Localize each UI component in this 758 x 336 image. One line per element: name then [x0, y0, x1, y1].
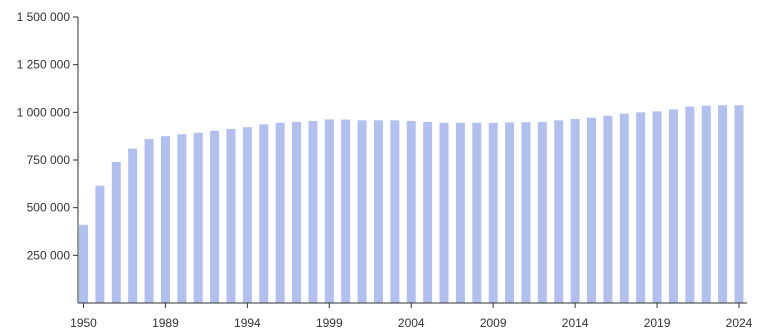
x-tick-label: 2014 [562, 316, 589, 330]
bar-2007 [455, 122, 465, 303]
bar-2019 [652, 111, 662, 303]
y-tick-label: 1 250 000 [17, 58, 71, 72]
bar-2004 [406, 120, 416, 303]
x-axis: 1950 1989 1994 1999 2004 2009 2014 2019 2024 [70, 302, 753, 330]
y-tick-label: 1 000 000 [17, 105, 71, 119]
bar-1994 [242, 127, 252, 304]
bar-2010 [505, 122, 515, 303]
bar-2008 [472, 122, 482, 303]
bar-2023 [718, 105, 728, 303]
y-tick-label: 500 000 [27, 201, 71, 215]
x-tick-label: 1950 [70, 316, 97, 330]
x-tick-label: 2019 [644, 316, 671, 330]
x-tick-label: 2024 [726, 316, 753, 330]
bar-2022 [701, 105, 711, 303]
bar-2024 [734, 105, 744, 303]
x-tick-label: 2009 [480, 316, 507, 330]
bar-2002 [373, 120, 383, 303]
bar-2005 [423, 121, 433, 304]
x-tick-label: 1999 [316, 316, 343, 330]
bar-1991 [193, 132, 203, 303]
bar-2012 [537, 121, 547, 304]
bar-2020 [668, 109, 678, 303]
bar-1990 [177, 134, 187, 303]
y-axis: 250 000 500 000 750 000 1 000 000 1 250 000 1… [17, 10, 79, 303]
bar-2014 [570, 119, 580, 303]
bar-1980 [128, 148, 138, 303]
bar-2018 [636, 112, 646, 303]
bar-1993 [226, 128, 236, 303]
bar-2016 [603, 115, 613, 304]
bar-2011 [521, 122, 531, 303]
bar-1960 [95, 185, 105, 303]
bar-2001 [357, 120, 367, 303]
y-tick-label: 250 000 [27, 248, 71, 262]
bar-2013 [554, 120, 564, 303]
bar-1989 [160, 136, 170, 303]
bar-2009 [488, 122, 498, 303]
y-tick-label: 750 000 [27, 153, 71, 167]
bar-1997 [292, 121, 302, 304]
bar-1995 [259, 124, 269, 303]
bar-2003 [390, 120, 400, 303]
bars-group [79, 105, 744, 304]
x-tick-label: 1989 [152, 316, 179, 330]
bar-1999 [324, 119, 334, 303]
bar-1992 [210, 130, 220, 303]
bar-1970 [111, 161, 121, 303]
x-tick-label: 2004 [398, 316, 425, 330]
bar-2017 [619, 113, 629, 303]
bar-2015 [587, 117, 597, 303]
bar-2006 [439, 122, 449, 303]
bar-1998 [308, 120, 318, 303]
bar-1996 [275, 122, 285, 303]
y-tick-label: 1 500 000 [17, 10, 71, 24]
bar-1950 [79, 224, 88, 303]
bar-1985 [144, 139, 154, 303]
bar-2021 [685, 106, 695, 303]
bar-2000 [341, 119, 351, 303]
x-tick-label: 1994 [234, 316, 261, 330]
